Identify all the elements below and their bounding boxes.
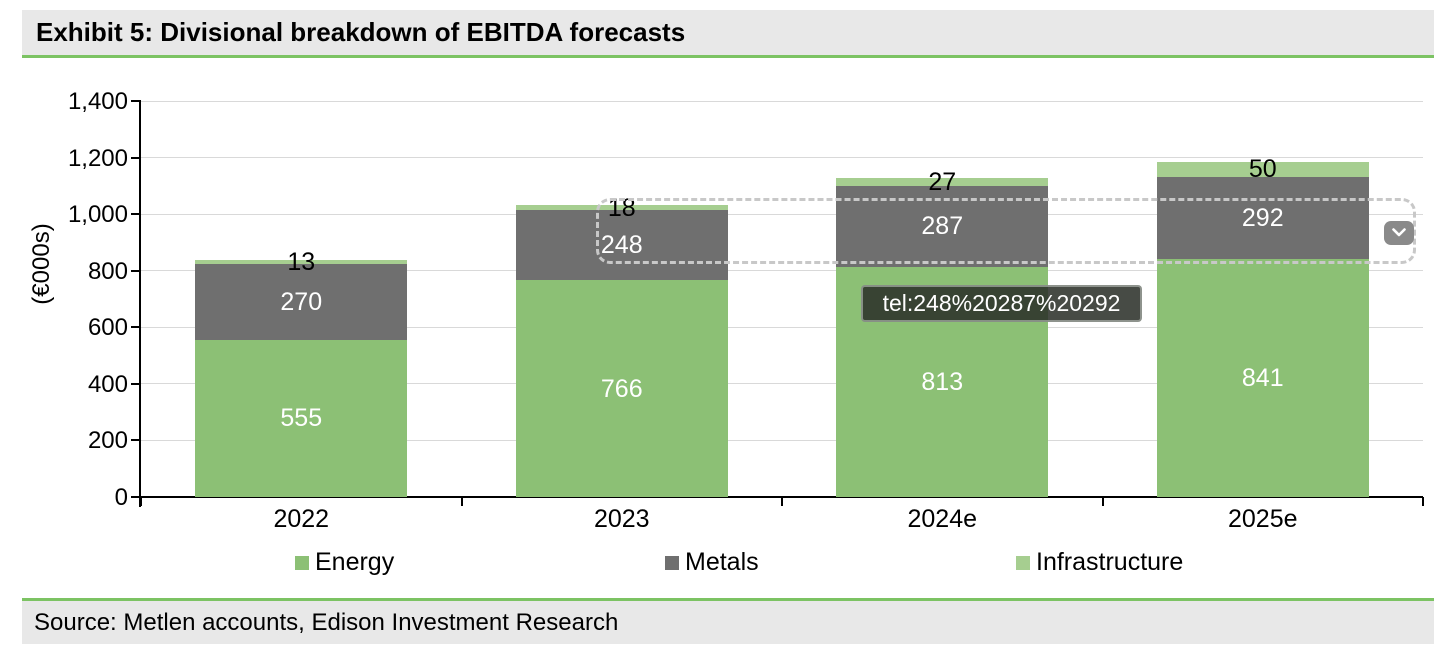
bar-value-label: 766 bbox=[600, 374, 643, 403]
y-axis-line bbox=[139, 101, 141, 507]
y-tick-label: 200 bbox=[87, 427, 128, 455]
y-tick-label: 600 bbox=[87, 314, 128, 342]
bar-segment-infrastructure-2022: 13 bbox=[195, 248, 408, 276]
y-tick-mark bbox=[131, 100, 141, 102]
y-tick-label: 0 bbox=[114, 484, 128, 511]
bar-value-label: 50 bbox=[1248, 155, 1277, 184]
chevron-down-icon bbox=[1391, 228, 1407, 238]
legend-item-energy: Energy bbox=[295, 548, 394, 577]
x-tick-mark bbox=[781, 497, 783, 506]
legend-item-metals: Metals bbox=[665, 548, 759, 577]
source-text: Source: Metlen accounts, Edison Investme… bbox=[34, 608, 619, 636]
legend-label: Infrastructure bbox=[1036, 548, 1184, 576]
x-tick-label-2022: 2022 bbox=[273, 505, 330, 533]
bar-value-label: 841 bbox=[1241, 364, 1284, 393]
bar-segment-metals-2023: 248 bbox=[515, 210, 728, 281]
y-tick-mark bbox=[131, 156, 141, 159]
exhibit-title: Exhibit 5: Divisional breakdown of EBITD… bbox=[36, 17, 686, 47]
bar-segment-metals-2022: 270 bbox=[195, 263, 408, 340]
gridline bbox=[141, 100, 1423, 102]
x-tick-mark bbox=[140, 497, 142, 506]
y-tick-label: 400 bbox=[87, 370, 128, 398]
x-tick-mark bbox=[460, 497, 463, 506]
x-tick-mark bbox=[1101, 497, 1104, 506]
source-bar: Source: Metlen accounts, Edison Investme… bbox=[22, 598, 1434, 644]
bar-value-label: 555 bbox=[280, 404, 323, 433]
bar-segment-infrastructure-2024e: 27 bbox=[836, 168, 1049, 196]
y-tick-label: 800 bbox=[87, 257, 128, 285]
bar-segment-energy-2025e: 841 bbox=[1156, 259, 1369, 497]
y-tick-mark bbox=[131, 439, 141, 442]
gridline bbox=[141, 326, 1423, 328]
x-tick-mark bbox=[1422, 497, 1424, 506]
x-tick-label-2025e: 2025e bbox=[1227, 505, 1298, 533]
bar-value-label: 270 bbox=[280, 287, 323, 316]
selection-actions-button[interactable] bbox=[1384, 221, 1414, 245]
y-tick-label: 1,400 bbox=[67, 88, 128, 115]
gridline bbox=[141, 213, 1423, 215]
y-tick-mark bbox=[131, 213, 141, 216]
bar-value-label: 13 bbox=[287, 247, 316, 276]
bar-segment-energy-2022: 555 bbox=[195, 340, 408, 497]
legend-swatch-icon bbox=[295, 555, 309, 570]
bar-value-label: 813 bbox=[921, 368, 964, 396]
gridline bbox=[141, 270, 1423, 272]
bar-value-label: 27 bbox=[928, 168, 957, 197]
x-tick-label-2023: 2023 bbox=[593, 505, 650, 533]
bar-value-label: 287 bbox=[921, 212, 964, 241]
gridline bbox=[141, 439, 1423, 441]
legend-swatch-icon bbox=[1016, 555, 1030, 570]
bar-segment-energy-2023: 766 bbox=[515, 280, 728, 497]
y-tick-mark bbox=[131, 382, 141, 385]
y-tick-mark bbox=[131, 326, 141, 329]
y-tick-mark bbox=[131, 496, 141, 498]
y-tick-label: 1,200 bbox=[67, 144, 128, 172]
gridline bbox=[141, 157, 1423, 159]
link-url-text: tel:248%20287%20292 bbox=[882, 290, 1121, 316]
x-tick-label-2024e: 2024e bbox=[907, 505, 978, 533]
legend-item-infrastructure: Infrastructure bbox=[1016, 548, 1183, 577]
legend-swatch-icon bbox=[665, 555, 679, 570]
bar-segment-metals-2025e: 292 bbox=[1156, 176, 1369, 260]
link-url-tooltip: tel:248%20287%20292 bbox=[861, 285, 1142, 322]
legend-label: Metals bbox=[685, 548, 759, 576]
legend-label: Energy bbox=[315, 548, 395, 576]
exhibit-title-bar: Exhibit 5: Divisional breakdown of EBITD… bbox=[22, 10, 1434, 58]
y-tick-mark bbox=[131, 269, 141, 272]
phone-link-selection-box bbox=[596, 198, 1416, 264]
gridline bbox=[141, 383, 1423, 385]
bar-segment-infrastructure-2025e: 50 bbox=[1156, 155, 1369, 183]
y-tick-label: 1,000 bbox=[67, 201, 128, 229]
bar-value-label: 292 bbox=[1241, 203, 1284, 232]
